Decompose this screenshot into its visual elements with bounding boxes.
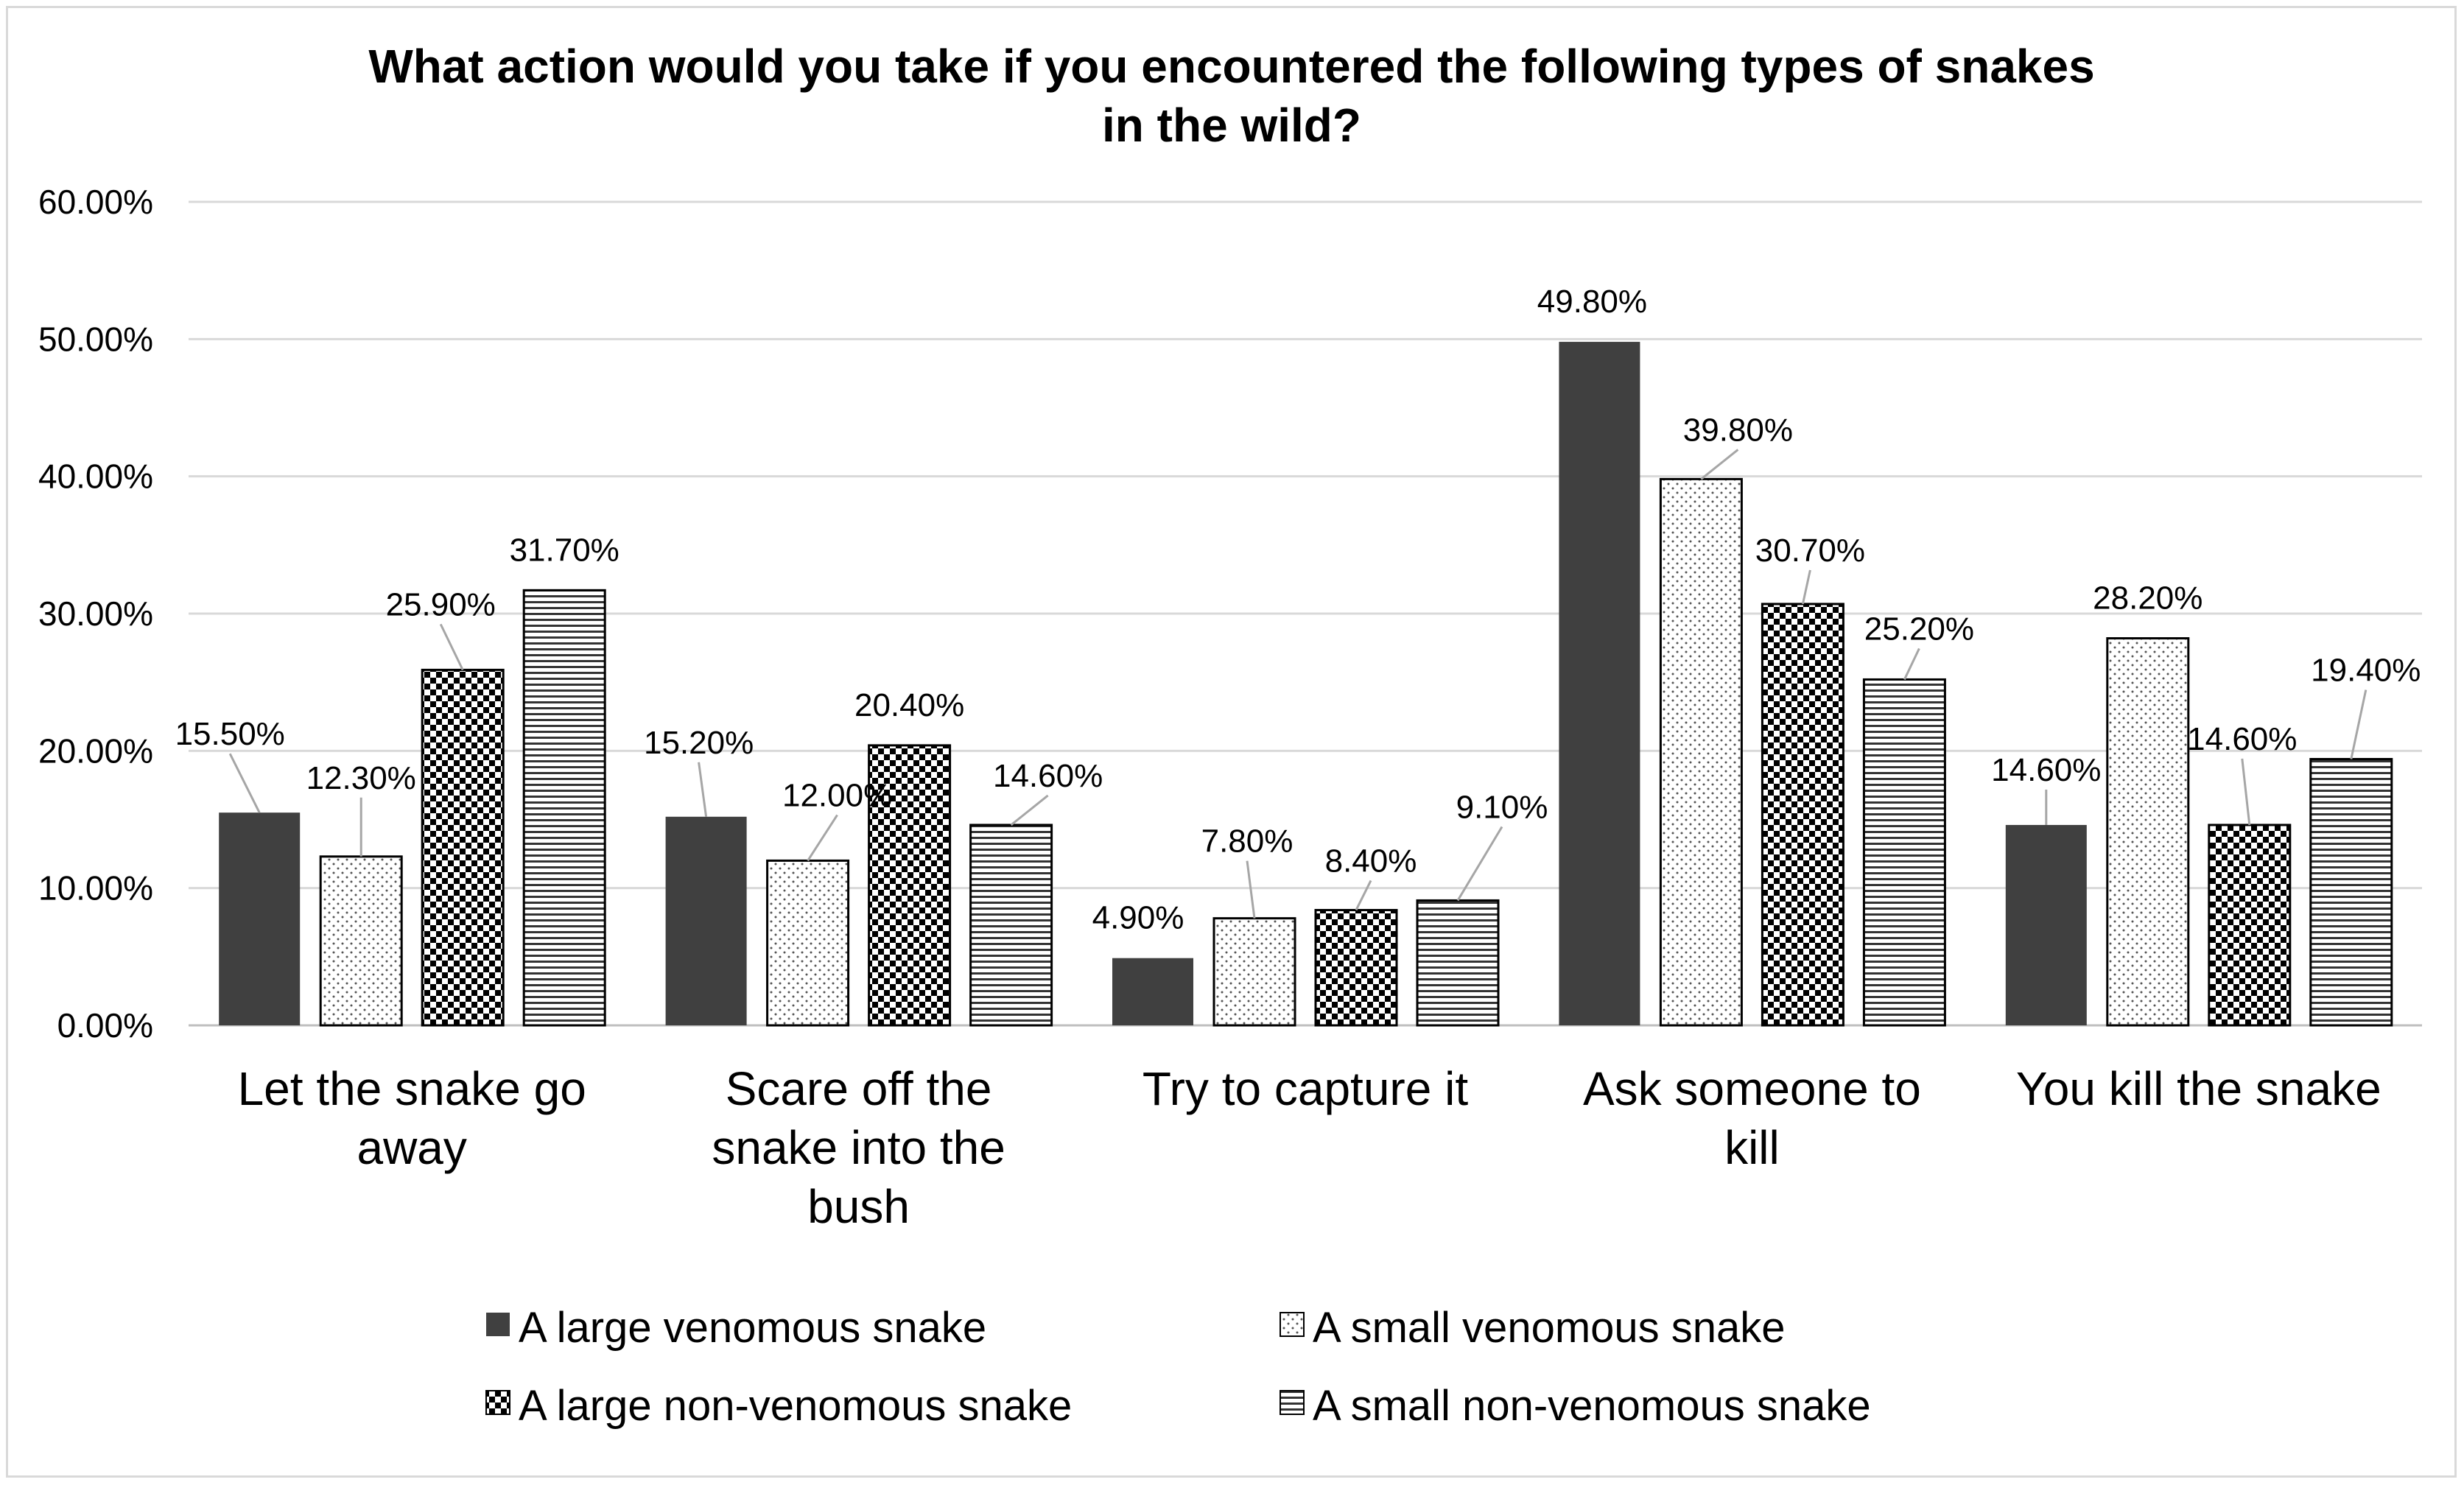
label-leader-lines xyxy=(228,449,2368,919)
y-tick-label: 10.00% xyxy=(38,869,153,908)
x-category-line: snake into the xyxy=(712,1121,1005,1174)
y-tick-label: 40.00% xyxy=(38,457,153,496)
legend: A large venomous snake A small venomous s… xyxy=(485,1304,1871,1430)
chart-title-line-1: What action would you take if you encoun… xyxy=(368,40,2094,93)
x-category-label: Let the snake go away xyxy=(238,1062,586,1174)
data-label: 12.30% xyxy=(306,760,416,796)
bar-a-small-non-venomous-snake-3 xyxy=(1416,899,1500,1027)
x-axis-categories: Let the snake go away Scare off the snake i… xyxy=(238,1062,2381,1233)
data-label: 14.60% xyxy=(993,758,1103,794)
legend-item-a-large-non-venomous-snake: A large non-venomous snake xyxy=(485,1382,1072,1430)
leader-line xyxy=(698,762,708,817)
data-label: 9.10% xyxy=(1456,789,1548,825)
data-label: 49.80% xyxy=(1537,284,1647,320)
x-category-line: away xyxy=(357,1121,466,1174)
bar-a-small-non-venomous-snake-2 xyxy=(969,824,1053,1027)
bar-a-small-non-venomous-snake-1 xyxy=(522,589,606,1027)
bar-a-small-venomous-snake-1 xyxy=(319,855,403,1027)
y-tick-label: 50.00% xyxy=(38,320,153,358)
data-label: 31.70% xyxy=(510,532,619,568)
data-label: 14.60% xyxy=(2187,721,2297,757)
legend-swatch xyxy=(486,1313,510,1336)
x-category-label: Ask someone to kill xyxy=(1583,1062,1921,1174)
data-label: 28.20% xyxy=(2093,580,2202,617)
bar-a-large-venomous-snake-1 xyxy=(219,812,301,1025)
bar-a-large-non-venomous-snake-1 xyxy=(421,668,505,1027)
data-label: 25.90% xyxy=(386,586,496,622)
data-label: 15.50% xyxy=(175,716,285,752)
x-category-line: Scare off the xyxy=(726,1062,992,1115)
bar-a-large-non-venomous-snake-5 xyxy=(2208,824,2292,1027)
x-category-line: You kill the snake xyxy=(2016,1062,2381,1115)
data-label: 15.20% xyxy=(644,725,754,761)
legend-swatch xyxy=(1280,1312,1305,1337)
x-category-label: Scare off the snake into the bush xyxy=(712,1062,1005,1233)
leader-line xyxy=(2350,689,2368,759)
y-tick-label: 20.00% xyxy=(38,731,153,770)
legend-label: A large non-venomous snake xyxy=(519,1382,1072,1430)
bar-a-small-non-venomous-snake-5 xyxy=(2309,758,2393,1027)
leader-line xyxy=(1801,569,1811,605)
bar-a-large-venomous-snake-4 xyxy=(1559,342,1640,1025)
legend-label: A small venomous snake xyxy=(1313,1304,1786,1352)
bar-a-large-non-venomous-snake-2 xyxy=(868,744,952,1027)
x-category-label: Try to capture it xyxy=(1143,1062,1468,1115)
leader-line xyxy=(807,814,838,862)
leader-line xyxy=(2241,758,2251,826)
x-category-line: bush xyxy=(807,1180,910,1233)
bar-a-small-venomous-snake-3 xyxy=(1212,917,1296,1027)
data-label: 30.70% xyxy=(1755,533,1865,569)
data-label: 7.80% xyxy=(1201,824,1294,860)
legend-label: A small non-venomous snake xyxy=(1313,1382,1871,1430)
legend-label: A large venomous snake xyxy=(519,1304,986,1352)
leader-line xyxy=(1700,449,1739,480)
bar-a-small-non-venomous-snake-4 xyxy=(1862,678,1946,1027)
bar-a-large-non-venomous-snake-3 xyxy=(1314,908,1398,1027)
leader-line xyxy=(1246,860,1256,919)
x-category-line: Try to capture it xyxy=(1143,1062,1468,1115)
bar-a-small-venomous-snake-5 xyxy=(2106,637,2190,1027)
data-label: 4.90% xyxy=(1092,900,1184,936)
legend-item-a-small-non-venomous-snake: A small non-venomous snake xyxy=(1280,1382,1871,1430)
data-label: 8.40% xyxy=(1325,843,1417,879)
leader-line xyxy=(228,753,261,813)
y-axis-ticks: 0.00% 10.00% 20.00% 30.00% 40.00% 50.00% 60.00… xyxy=(38,183,153,1045)
legend-item-a-small-venomous-snake: A small venomous snake xyxy=(1280,1304,1786,1352)
leader-line xyxy=(1456,826,1503,902)
y-tick-label: 60.00% xyxy=(38,183,153,221)
bar-a-large-venomous-snake-2 xyxy=(665,816,747,1025)
data-labels: 15.50% 15.20% 4.90% 49.80% 14.60% 12.30% 12.00… xyxy=(175,284,2421,936)
chart-frame xyxy=(6,6,2457,1478)
bar-a-small-venomous-snake-2 xyxy=(766,859,850,1027)
x-category-line: Ask someone to xyxy=(1583,1062,1921,1115)
bar-a-large-venomous-snake-5 xyxy=(2005,824,2087,1025)
bar-a-small-venomous-snake-4 xyxy=(1659,477,1743,1027)
bar-a-large-venomous-snake-3 xyxy=(1112,958,1193,1025)
bar-a-large-non-venomous-snake-4 xyxy=(1761,603,1845,1027)
bars xyxy=(219,342,2393,1027)
data-label: 19.40% xyxy=(2311,653,2421,689)
leader-line xyxy=(1903,647,1920,681)
y-tick-label: 30.00% xyxy=(38,594,153,633)
leader-line xyxy=(1355,880,1372,911)
legend-swatch xyxy=(1280,1390,1305,1415)
leader-line xyxy=(439,623,464,671)
chart-title-line-2: in the wild? xyxy=(1102,99,1361,152)
x-category-line: Let the snake go xyxy=(238,1062,586,1115)
data-label: 12.00% xyxy=(782,777,892,813)
legend-swatch xyxy=(485,1390,510,1415)
y-tick-label: 0.00% xyxy=(57,1006,153,1045)
data-label: 14.60% xyxy=(1991,752,2101,788)
data-label: 25.20% xyxy=(1864,611,1974,647)
data-label: 20.40% xyxy=(854,687,964,723)
legend-item-a-large-venomous-snake: A large venomous snake xyxy=(486,1304,986,1352)
x-category-line: kill xyxy=(1724,1121,1780,1174)
leader-line xyxy=(1010,794,1049,826)
x-category-label: You kill the snake xyxy=(2016,1062,2381,1115)
data-label: 39.80% xyxy=(1683,412,1793,448)
